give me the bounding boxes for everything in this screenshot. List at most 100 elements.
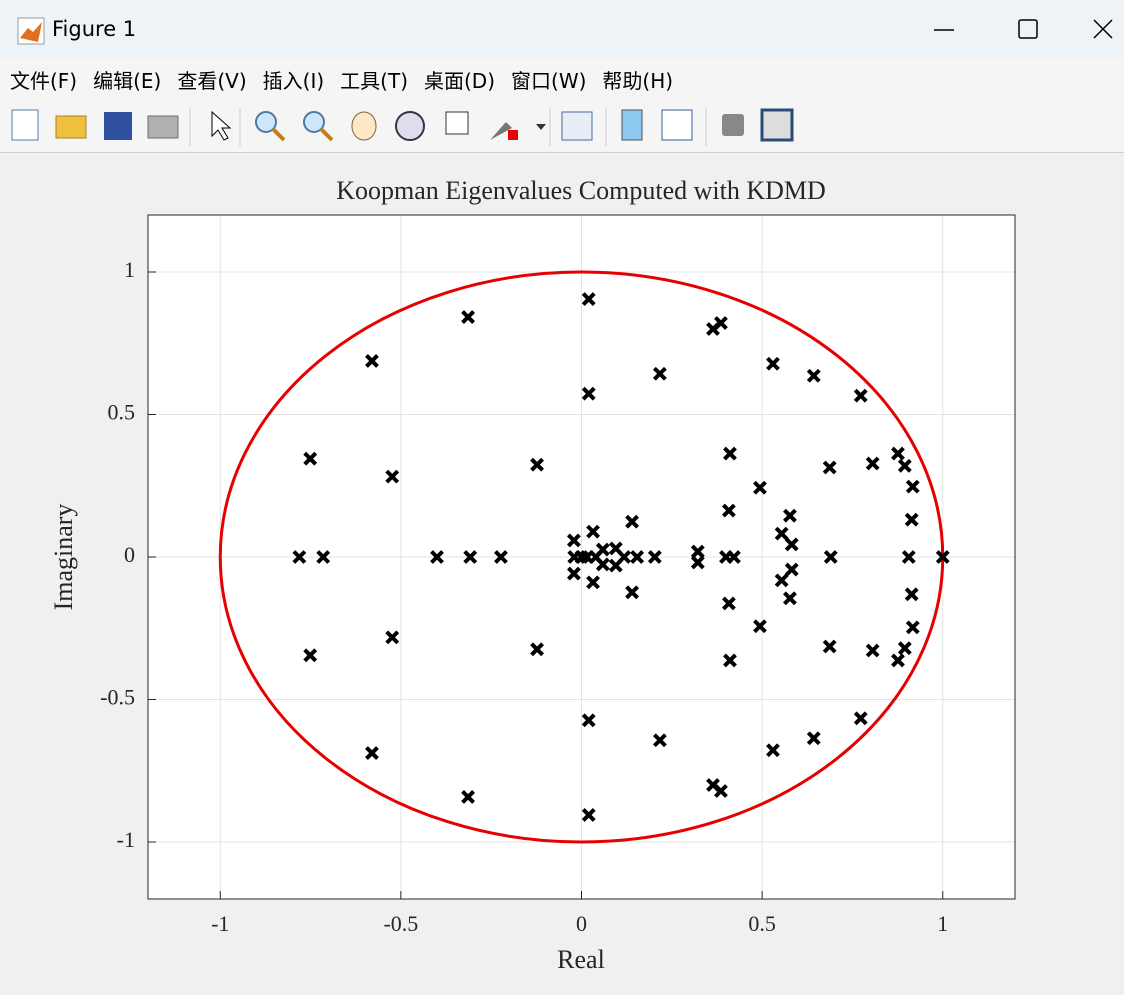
- marker: [625, 514, 639, 529]
- menu-bar: 文件(F) 编辑(E) 查看(V) 插入(I) 工具(T) 桌面(D) 窗口(W) 帮助(H): [0, 58, 1124, 100]
- marker: [721, 503, 736, 518]
- toolbar: [0, 100, 1124, 153]
- marker: [806, 368, 821, 383]
- marker: [897, 641, 912, 656]
- menu-item[interactable]: 文件(F): [10, 68, 78, 93]
- marker: [784, 562, 799, 577]
- app-icon: [17, 17, 45, 45]
- marker: [891, 446, 905, 461]
- marker: [784, 537, 799, 552]
- marker: [721, 596, 736, 611]
- marker: [365, 746, 379, 760]
- marker: [292, 550, 307, 564]
- menu-item[interactable]: 窗口(W): [511, 68, 587, 93]
- x-tick-label: 0: [576, 911, 587, 936]
- marker: [853, 711, 868, 726]
- marker: [905, 620, 920, 635]
- marker: [494, 550, 508, 564]
- marker: [617, 550, 632, 564]
- x-tick-label: 0.5: [748, 911, 776, 936]
- marker: [753, 480, 767, 495]
- menu-item[interactable]: 工具(T): [340, 68, 408, 93]
- marker: [774, 526, 789, 541]
- marker: [581, 386, 596, 401]
- x-tick-label: -0.5: [383, 911, 418, 936]
- marker: [783, 508, 797, 523]
- marker: [822, 460, 837, 475]
- menu-item[interactable]: 桌面(D): [424, 68, 496, 93]
- y-tick-label: -0.5: [100, 685, 135, 710]
- marker: [714, 316, 728, 330]
- marker: [586, 575, 600, 590]
- menu-item[interactable]: 编辑(E): [93, 68, 162, 93]
- marker: [581, 713, 596, 728]
- marker: [530, 457, 544, 472]
- marker: [316, 550, 331, 564]
- marker: [766, 356, 780, 371]
- marker: [823, 550, 838, 564]
- marker: [430, 550, 444, 564]
- marker: [935, 550, 950, 564]
- marker: [727, 550, 741, 564]
- marker: [385, 469, 400, 484]
- window-controls[interactable]: [904, 0, 1124, 58]
- menu-item[interactable]: 查看(V): [177, 68, 247, 93]
- marker: [463, 550, 478, 564]
- x-tick-label: -1: [211, 911, 229, 936]
- marker: [904, 512, 919, 527]
- marker: [461, 790, 475, 804]
- marker: [822, 639, 837, 654]
- title-bar: Figure 1: [0, 0, 1124, 58]
- marker: [753, 619, 767, 634]
- chart-title: Koopman Eigenvalues Computed with KDMD: [336, 176, 826, 205]
- marker: [897, 458, 912, 473]
- marker: [714, 784, 728, 798]
- marker: [766, 743, 780, 758]
- marker: [853, 388, 868, 403]
- marker: [723, 446, 737, 461]
- marker: [566, 566, 581, 581]
- marker: [303, 451, 318, 466]
- marker: [690, 555, 705, 570]
- y-tick-label: 0.5: [108, 400, 136, 425]
- marker: [891, 653, 905, 668]
- marker: [303, 648, 318, 663]
- marker: [581, 292, 596, 306]
- marker: [774, 573, 789, 588]
- marker: [625, 585, 639, 600]
- marker: [365, 354, 379, 368]
- axes-box: [147, 214, 1016, 900]
- y-axis-label: Imaginary: [49, 504, 78, 611]
- marker: [586, 524, 600, 539]
- marker: [652, 733, 667, 748]
- toolbar-icons[interactable]: [0, 100, 820, 152]
- marker: [865, 643, 880, 658]
- marker: [581, 808, 596, 822]
- marker: [530, 642, 544, 657]
- marker: [806, 731, 821, 746]
- marker: [901, 550, 916, 564]
- marker: [647, 550, 662, 564]
- marker: [566, 533, 581, 548]
- marker: [723, 653, 737, 668]
- menu-item[interactable]: 帮助(H): [602, 68, 674, 93]
- x-axis-label: Real: [557, 945, 605, 974]
- menu-item[interactable]: 插入(I): [262, 68, 325, 93]
- marker: [630, 550, 645, 564]
- y-tick-label: 1: [124, 257, 135, 282]
- marker: [589, 550, 603, 564]
- marker: [461, 310, 475, 324]
- x-tick-label: 1: [937, 911, 948, 936]
- marker: [690, 544, 705, 559]
- marker: [385, 630, 400, 645]
- marker: [652, 366, 667, 381]
- y-tick-label: 0: [124, 542, 135, 567]
- window-title: Figure 1: [52, 17, 137, 41]
- y-tick-label: -1: [117, 827, 135, 852]
- marker: [905, 479, 920, 494]
- marker: [865, 456, 880, 471]
- marker: [904, 587, 919, 602]
- marker: [783, 591, 797, 606]
